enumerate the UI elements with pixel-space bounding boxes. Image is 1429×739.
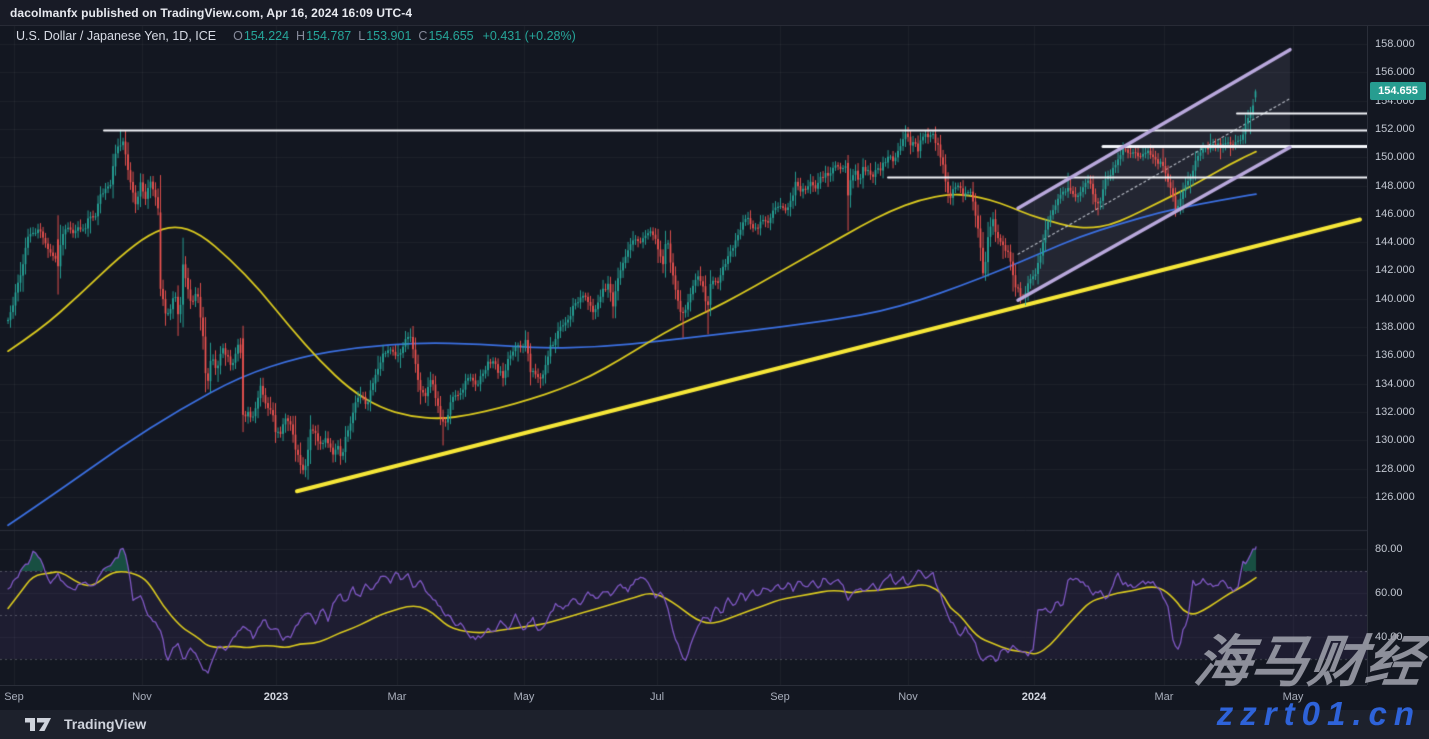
- tradingview-logo-icon[interactable]: [25, 716, 57, 738]
- high-value: 154.787: [306, 29, 352, 43]
- price-axis-label: 132.000: [1375, 406, 1415, 419]
- time-axis-label: Nov: [898, 691, 918, 703]
- open-value: 154.224: [243, 29, 290, 43]
- time-axis-label: 2023: [263, 691, 289, 703]
- rsi-axis-label: 80.00: [1375, 543, 1403, 555]
- price-axis-label: 150.000: [1375, 151, 1415, 164]
- price-axis-label: 146.000: [1375, 207, 1415, 220]
- rsi-axis-label: 40.00: [1375, 631, 1403, 643]
- price-axis-label: 158.000: [1375, 38, 1415, 50]
- time-axis-label: Mar: [387, 691, 407, 703]
- price-axis-label: 130.000: [1375, 434, 1415, 447]
- time-axis-label: Nov: [132, 691, 152, 703]
- price-axis-label: 140.000: [1375, 292, 1415, 305]
- price-axis-label: 148.000: [1375, 179, 1415, 192]
- open-label: O: [233, 29, 243, 43]
- price-axis-label: 138.000: [1375, 321, 1415, 334]
- symbol-legend[interactable]: U.S. Dollar / Japanese Yen, 1D, ICE O154.…: [16, 29, 576, 43]
- symbol-title: U.S. Dollar / Japanese Yen, 1D, ICE: [16, 29, 217, 43]
- publish-header: dacolmanfx published on TradingView.com,…: [0, 0, 1429, 26]
- time-axis[interactable]: Sep Nov 2023 Mar May Jul Sep Nov 2024 Mar May: [0, 685, 1367, 710]
- time-axis-label: Sep: [4, 691, 24, 703]
- close-value: 154.655: [428, 29, 474, 43]
- time-axis-label: Jul: [649, 691, 665, 703]
- price-chart-canvas[interactable]: [0, 26, 1367, 685]
- price-axis-label: 144.000: [1375, 236, 1415, 249]
- last-price-badge: 154.655: [1370, 82, 1426, 101]
- price-axis-label: 142.000: [1375, 264, 1415, 277]
- change-value: +0.431 (+0.28%): [482, 29, 576, 43]
- price-axis[interactable]: 154.655 158.000 156.000 154.000 152.000 150.…: [1367, 26, 1429, 685]
- time-axis-label: Mar: [1154, 691, 1174, 703]
- rsi-axis-label: 60.00: [1375, 587, 1403, 599]
- price-axis-label: 134.000: [1375, 377, 1415, 390]
- close-label: C: [418, 29, 428, 43]
- time-axis-label: May: [513, 691, 535, 703]
- footer-bar: TradingView: [0, 710, 1429, 739]
- time-axis-label: Sep: [770, 691, 790, 703]
- low-value: 153.901: [366, 29, 412, 43]
- price-axis-label: 136.000: [1375, 349, 1415, 362]
- price-axis-label: 156.000: [1375, 66, 1415, 79]
- high-label: H: [296, 29, 306, 43]
- low-label: L: [358, 29, 366, 43]
- publisher-line: dacolmanfx published on TradingView.com,…: [10, 6, 413, 20]
- price-axis-label: 128.000: [1375, 462, 1415, 475]
- time-axis-label: 2024: [1021, 691, 1047, 703]
- time-axis-label: May: [1282, 691, 1304, 703]
- tradingview-brand-text[interactable]: TradingView: [64, 716, 147, 732]
- price-axis-label: 126.000: [1375, 490, 1415, 503]
- price-axis-label: 152.000: [1375, 122, 1415, 135]
